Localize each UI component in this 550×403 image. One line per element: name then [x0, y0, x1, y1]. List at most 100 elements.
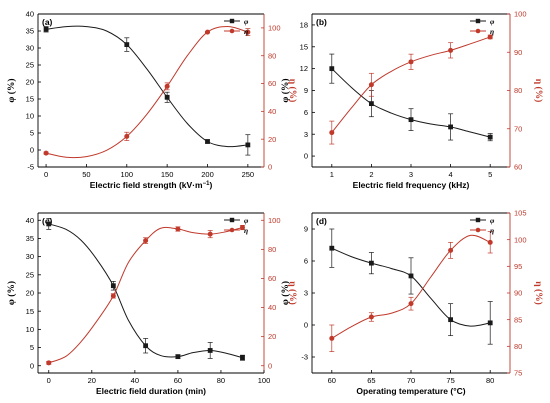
- data-point: [175, 354, 181, 360]
- y-right-tick-label: 20: [268, 332, 276, 341]
- legend-label: φ: [490, 216, 495, 225]
- x-axis-label: Electric field duration (min): [96, 386, 206, 396]
- x-tick-label: 70: [407, 376, 415, 385]
- legend-entry: φ: [224, 216, 249, 225]
- data-point: [448, 124, 453, 130]
- x-tick-label: 4: [449, 170, 453, 179]
- data-point: [207, 231, 213, 237]
- panel-d: 60 65 70 75 80 -3 0 3 6 9 75 80 85 90 95 100 105 Operatin…: [280, 209, 544, 396]
- data-point: [329, 66, 335, 72]
- legend-label: η: [490, 226, 494, 235]
- y-tick-label: 0: [30, 146, 34, 155]
- series-eta: [329, 231, 493, 353]
- data-point: [240, 355, 245, 361]
- y-right-tick-label: 90: [514, 289, 522, 298]
- y-tick-label: 20: [26, 78, 34, 87]
- data-point: [487, 239, 493, 245]
- y-tick-label: 5: [30, 129, 34, 138]
- y-tick-label: 25: [26, 61, 34, 70]
- y-right-tick-label: 60: [268, 274, 276, 283]
- x-tick-label: 1: [330, 170, 334, 179]
- y-tick-label: 12: [300, 64, 308, 73]
- y-tick-label: 40: [26, 10, 34, 19]
- legend-label: η: [244, 27, 248, 36]
- legend-label: η: [490, 27, 494, 36]
- data-point: [164, 83, 170, 89]
- y-right-tick-label: 80: [268, 245, 276, 254]
- panel-c: 0 20 40 60 80 100 0 5 10 15 20 25 30 35 40 0 20 40 60 80 100…: [6, 212, 298, 396]
- series-eta: [43, 26, 251, 159]
- panel-label: (b): [316, 17, 327, 27]
- legend-marker: [229, 28, 235, 34]
- series-phi: [46, 218, 245, 361]
- y-axis-label: φ (%): [6, 78, 17, 102]
- y-axis-label: φ (%): [6, 281, 17, 305]
- data-point: [124, 42, 130, 47]
- data-point: [143, 238, 149, 244]
- y-tick-label: 15: [300, 42, 308, 51]
- y-right-tick-label: 80: [268, 51, 276, 60]
- data-point: [110, 283, 116, 289]
- y-right-tick-label: 60: [268, 79, 276, 88]
- y-right-tick-label: 100: [268, 24, 281, 33]
- x-tick-label: 200: [201, 170, 214, 179]
- legend-entry: η: [470, 226, 494, 235]
- x-tick-label: 2: [369, 170, 373, 179]
- data-point: [245, 142, 251, 148]
- y-tick-label: 25: [26, 270, 34, 279]
- series-line: [45, 26, 249, 159]
- y-tick-label: 3: [304, 130, 308, 139]
- y-right-tick-label: 20: [268, 135, 276, 144]
- x-axis-label: Electric field frequency (kHz): [353, 180, 470, 190]
- panel-label: (a): [42, 17, 53, 27]
- y-tick-label: -5: [27, 163, 34, 172]
- data-point: [164, 94, 170, 100]
- series-line: [46, 25, 248, 148]
- series-eta: [46, 225, 245, 366]
- x-tick-label: 250: [242, 170, 255, 179]
- y-right-tick-label: 95: [514, 262, 522, 271]
- data-point: [239, 225, 245, 231]
- data-point: [46, 360, 52, 366]
- y-tick-label: 6: [304, 257, 308, 266]
- data-point: [408, 273, 414, 279]
- y-right-axis-label: η (%): [533, 79, 544, 103]
- y-right-axis-label: η (%): [287, 281, 298, 305]
- legend-marker: [229, 227, 235, 233]
- data-point: [143, 343, 149, 349]
- x-tick-label: 5: [488, 170, 492, 179]
- panel-label: (d): [316, 216, 327, 226]
- data-point: [487, 134, 493, 140]
- legend-entry: φ: [470, 17, 495, 26]
- y-axis-label: φ (%): [280, 281, 291, 305]
- y-tick-label: 30: [26, 252, 34, 261]
- legend-label: φ: [490, 17, 495, 26]
- data-point: [46, 221, 52, 227]
- data-point: [207, 348, 213, 353]
- y-right-tick-label: 0: [268, 361, 272, 370]
- y-tick-label: 0: [304, 321, 308, 330]
- data-point: [369, 101, 374, 107]
- legend-entry: φ: [224, 17, 249, 26]
- legend-entry: φ: [470, 216, 495, 225]
- data-point: [408, 117, 414, 123]
- y-right-tick-label: 75: [514, 369, 522, 378]
- series-eta: [329, 34, 493, 145]
- y-right-tick-label: 100: [514, 235, 527, 244]
- y-tick-label: 10: [26, 112, 34, 121]
- series-line: [48, 223, 243, 359]
- y-right-tick-label: 70: [514, 124, 522, 133]
- y-tick-label: 6: [304, 108, 308, 117]
- x-axis-label: Electric field strength (kV·m−1): [90, 180, 213, 190]
- data-point: [329, 130, 335, 136]
- data-point: [369, 260, 374, 266]
- x-tick-label: 60: [174, 376, 182, 385]
- y-tick-label: 18: [300, 21, 308, 30]
- x-tick-label: 75: [446, 376, 454, 385]
- legend-marker: [475, 227, 481, 233]
- legend-label: φ: [244, 216, 249, 225]
- x-tick-label: 150: [161, 170, 174, 179]
- legend-label: η: [244, 226, 248, 235]
- x-tick-label: 60: [328, 376, 336, 385]
